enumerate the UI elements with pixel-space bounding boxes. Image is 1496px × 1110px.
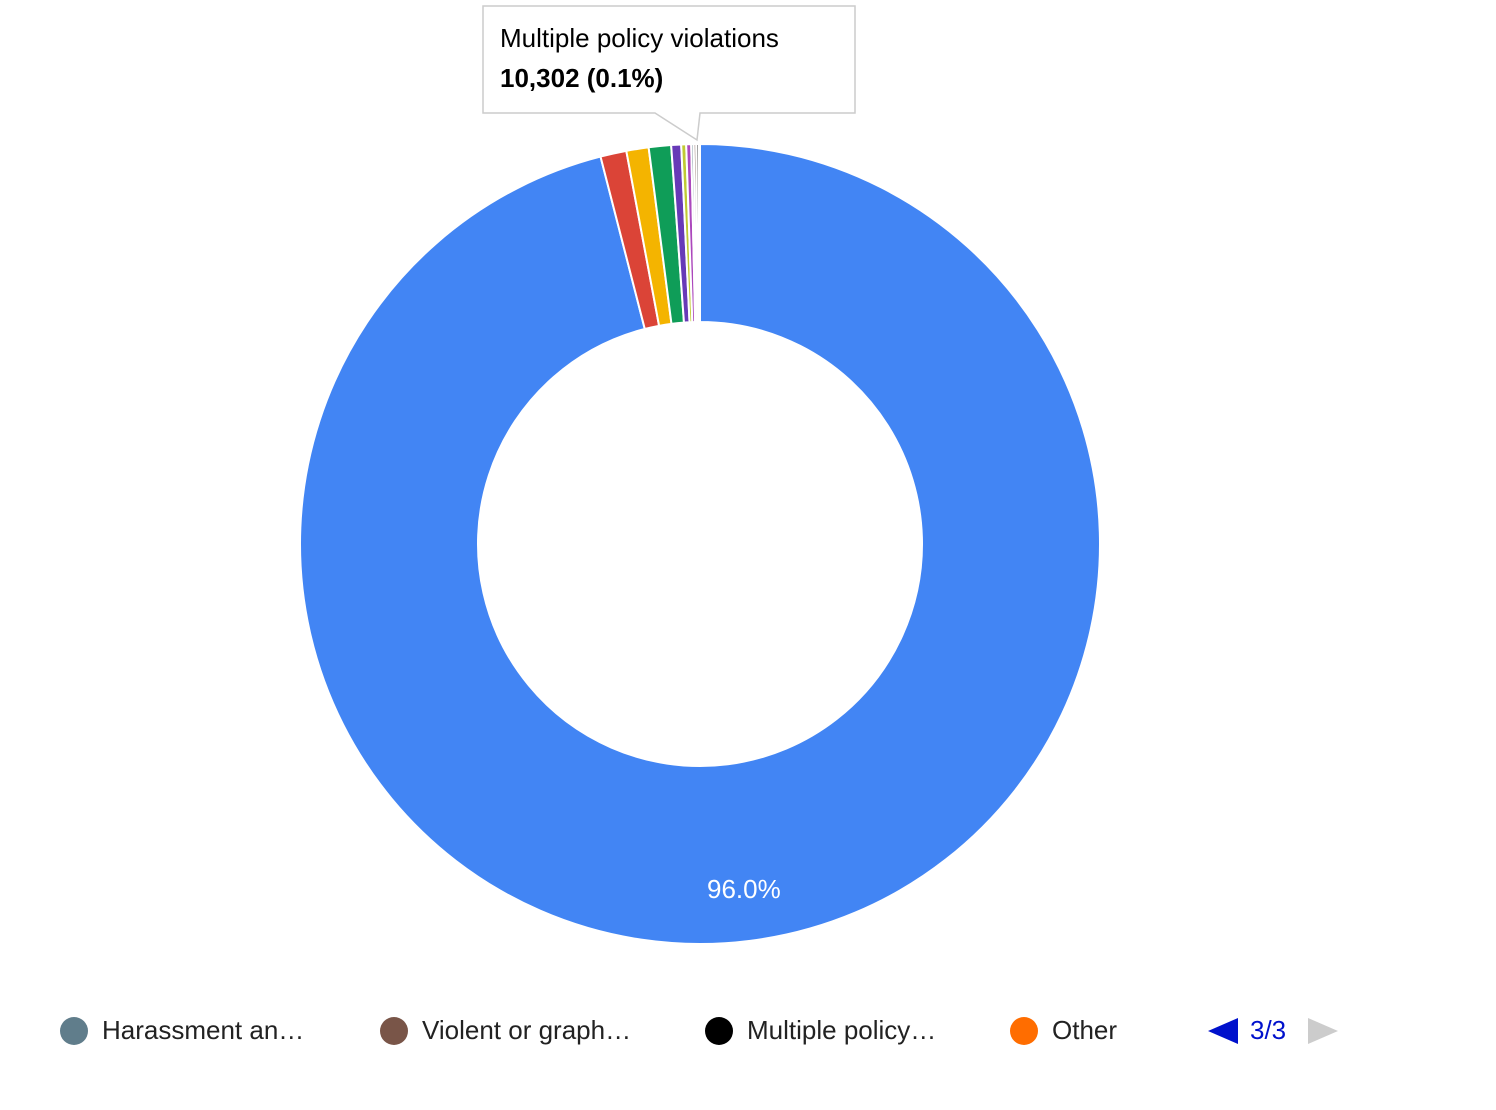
slice <box>299 142 1101 945</box>
legend-next[interactable] <box>1308 1018 1338 1044</box>
legend-label: Harassment an… <box>102 1015 304 1045</box>
tooltip: Multiple policy violations 10,302 (0.1%) <box>482 5 856 142</box>
legend-marker <box>1010 1017 1038 1045</box>
legend-prev[interactable] <box>1208 1018 1238 1044</box>
legend-page: 3/3 <box>1250 1015 1286 1045</box>
legend-label: Violent or graph… <box>422 1015 631 1045</box>
slice-label: 96.0% <box>707 874 781 904</box>
tooltip-title: Multiple policy violations <box>500 23 779 53</box>
legend: Harassment an… Violent or graph… Multiple … <box>60 1015 1117 1045</box>
donut: 96.0% <box>299 142 1101 945</box>
slice <box>697 142 701 324</box>
legend-marker <box>380 1017 408 1045</box>
tooltip-box <box>482 5 856 142</box>
tooltip-value: 10,302 (0.1%) <box>500 63 663 93</box>
legend-marker <box>60 1017 88 1045</box>
legend-marker <box>705 1017 733 1045</box>
legend-label: Multiple policy… <box>747 1015 936 1045</box>
legend-label: Other <box>1052 1015 1117 1045</box>
